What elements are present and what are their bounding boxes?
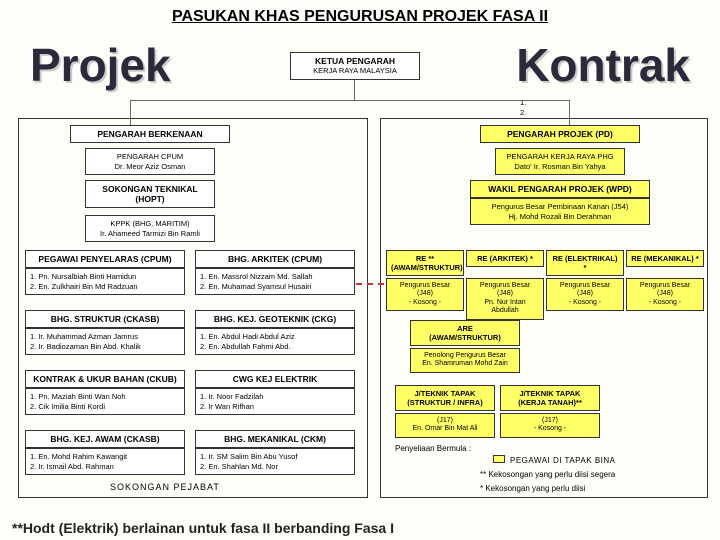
box-pkr-phg: PENGARAH KERJA RAYA PHG Dato' Ir. Rosman… [495, 148, 625, 175]
box-bhg-struktur: BHG. STRUKTUR (CKASB) [25, 310, 185, 328]
box-pengarah-berkenaan: PENGARAH BERKENAAN [70, 125, 230, 143]
box-bhg-arkitek: BHG. ARKITEK (CPUM) [195, 250, 355, 268]
watermark-kontrak: Kontrak [516, 38, 690, 92]
box-re-elektrikal: RE (ELEKTRIKAL) * [546, 250, 624, 276]
box-kontrak-ukur: KONTRAK & UKUR BAHAN (CKUB) [25, 370, 185, 388]
box-re-mekanikal: RE (MEKANIKAL) * [626, 250, 704, 267]
box-tapak-struktur-sub: (J17) En. Omar Bin Mat Ali [395, 413, 495, 438]
box-tapak-struktur: J/TEKNIK TAPAK (STRUKTUR / INFRA) [395, 385, 495, 411]
box-tapak-tanah: J/TEKNIK TAPAK (KERJA TANAH)** [500, 385, 600, 411]
watermark-projek: Projek [30, 38, 171, 92]
box-elektrik: CWG KEJ ELEKTRIK [195, 370, 355, 388]
box-are-sub: Penolong Pengurus Besar En. Shamruman Mo… [410, 348, 520, 373]
box-bhg-geoteknik-sub: 1. En. Abdul Hadi Abdul Aziz 2. En. Abdu… [195, 328, 355, 355]
box-re-awam-sub: Pengurus Besar (J48) - Kosong - [386, 278, 464, 311]
box-pengarah-cpum: PENGARAH CPUM Dr. Meor Aziz Osman [85, 148, 215, 175]
label-pegawai-tapak: PEGAWAI DI TAPAK BINA [510, 456, 615, 466]
box-kppk: KPPK (BHG. MARITIM) Ir. Ahameed Tarmizi … [85, 215, 215, 242]
note-star2: ** Kekosongan yang perlu diisi segera [480, 470, 615, 480]
box-tapak-tanah-sub: (J17) - Kosong - [500, 413, 600, 438]
note-star1: * Kekosongan yang perlu diisi [480, 484, 585, 494]
box-bhg-awam: BHG. KEJ. AWAM (CKASB) [25, 430, 185, 448]
label-penyeliaan: Penyeliaan Bermula : [395, 444, 471, 454]
box-pengarah-projek: PENGARAH PROJEK (PD) [480, 125, 640, 143]
box-are: ARE (AWAM/STRUKTUR) [410, 320, 520, 346]
box-bhg-mekanikal-sub: 1. Ir. SM Salim Bin Abu Yusof 2. En. Sha… [195, 448, 355, 475]
box-re-elektrikal-sub: Pengurus Besar (J48) - Kosong - [546, 278, 624, 311]
box-re-mekanikal-sub: Pengurus Besar (J48) - Kosong - [626, 278, 704, 311]
connector-dotted-red [356, 283, 384, 285]
label-sokongan-pejabat: SOKONGAN PEJABAT [110, 482, 220, 494]
box-re-awam: RE ** (AWAM/STRUKTUR) [386, 250, 464, 276]
box-kontrak-ukur-sub: 1. Pn. Maziah Binti Wan Noh 2. Cik Imili… [25, 388, 185, 415]
box-pegawai-penyelaras-sub: 1. Pn. Nursalbiah Binti Hamidun 2. En. Z… [25, 268, 185, 295]
box-bhg-arkitek-sub: 1. En. Massrol Nizzam Md. Sallah 2. En. … [195, 268, 355, 295]
box-bhg-awam-sub: 1. En. Mohd Rahim Kawangit 2. Ir. Ismail… [25, 448, 185, 475]
page-title: PASUKAN KHAS PENGURUSAN PROJEK FASA II [0, 0, 720, 30]
box-ketua-pengarah: KETUA PENGARAH KERJA RAYA MALAYSIA [290, 52, 420, 80]
box-re-arkitek: RE (ARKITEK) * [466, 250, 544, 267]
box-bhg-geoteknik: BHG. KEJ. GEOTEKNIK (CKG) [195, 310, 355, 328]
box-bhg-struktur-sub: 1. Ir. Muhammad Azman Jamrus 2. Ir. Badi… [25, 328, 185, 355]
box-bhg-mekanikal: BHG. MEKANIKAL (CKM) [195, 430, 355, 448]
box-wakil-pengarah: WAKIL PENGARAH PROJEK (WPD) [470, 180, 650, 198]
box-elektrik-sub: 1. Ir. Noor Fadzilah 2. Ir Wan Rifhan [195, 388, 355, 415]
box-re-arkitek-sub: Pengurus Besar (J48) Pn. Nur Intan Abdul… [466, 278, 544, 320]
box-wakil-sub: Pengurus Besar Pembinaan Kanan (J54) Hj.… [470, 198, 650, 225]
legend-box-yellow [493, 455, 505, 463]
box-pegawai-penyelaras: PEGAWAI PENYELARAS (CPUM) [25, 250, 185, 268]
footnote: **Hodt (Elektrik) berlainan untuk fasa I… [12, 520, 394, 536]
box-sokongan-teknikal: SOKONGAN TEKNIKAL (HOPT) [85, 180, 215, 208]
